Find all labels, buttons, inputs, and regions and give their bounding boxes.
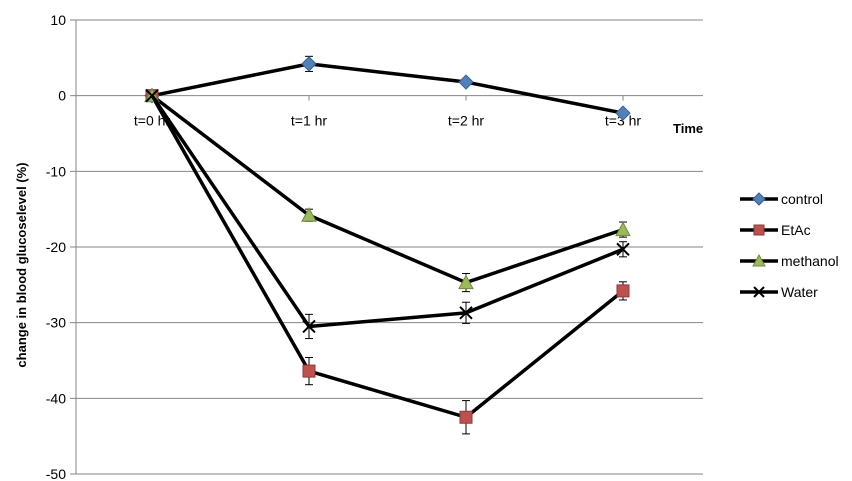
data-point	[302, 319, 316, 334]
data-point	[145, 88, 159, 103]
series-line	[150, 94, 624, 285]
legend: control EtAc methanol Water	[740, 191, 839, 300]
legend-item-control: control	[740, 191, 823, 207]
y-tick-label: -10	[46, 163, 66, 179]
y-axis-ticks: 10 0 -10 -20 -30 -40 -50	[46, 12, 77, 481]
y-tick-label: -40	[46, 390, 66, 406]
y-tick-label: 0	[58, 88, 66, 104]
legend-item-methanol: methanol	[740, 253, 839, 269]
legend-label: EtAc	[781, 222, 811, 238]
series-control	[144, 55, 631, 121]
series-line	[151, 62, 624, 115]
data-point	[615, 105, 631, 121]
legend-marker	[753, 224, 765, 236]
series-water	[145, 88, 630, 340]
y-tick-label: 10	[50, 12, 66, 28]
data-point	[301, 207, 317, 222]
legend-item-water: Water	[740, 284, 818, 300]
gridlines	[76, 19, 703, 475]
x-tick-label: t=3 hr	[605, 113, 642, 129]
legend-label: control	[781, 191, 823, 207]
legend-label: methanol	[781, 253, 839, 269]
series-etac	[145, 89, 630, 435]
data-point	[458, 274, 474, 290]
y-axis-title: change in blood glucoselevel (%)	[14, 162, 29, 367]
data-point	[301, 56, 317, 72]
y-tick-label: -20	[46, 239, 66, 255]
legend-marker	[752, 192, 766, 206]
data-point	[302, 364, 316, 378]
data-point	[459, 410, 473, 424]
x-tick-label: t=0 hr	[134, 113, 171, 129]
x-tick-label: t=2 hr	[448, 113, 485, 129]
series-line	[150, 94, 624, 329]
data-point	[616, 242, 630, 256]
x-tick-label: t=1 hr	[291, 113, 328, 129]
data-point	[458, 74, 474, 90]
legend-marker	[753, 286, 765, 298]
x-axis-ticks: t=0 hr t=1 hr t=2 hr t=3 hr	[134, 95, 642, 129]
data-point	[459, 306, 473, 320]
y-tick-label: -30	[46, 315, 66, 331]
x-axis-title: Time	[673, 121, 703, 136]
data-point	[615, 221, 631, 237]
legend-marker	[752, 253, 766, 267]
legend-label: Water	[781, 284, 818, 300]
legend-item-etac: EtAc	[740, 222, 811, 238]
series-line	[150, 94, 625, 419]
y-tick-label: -50	[46, 466, 66, 481]
data-point	[616, 284, 630, 298]
series-layer	[144, 55, 631, 435]
